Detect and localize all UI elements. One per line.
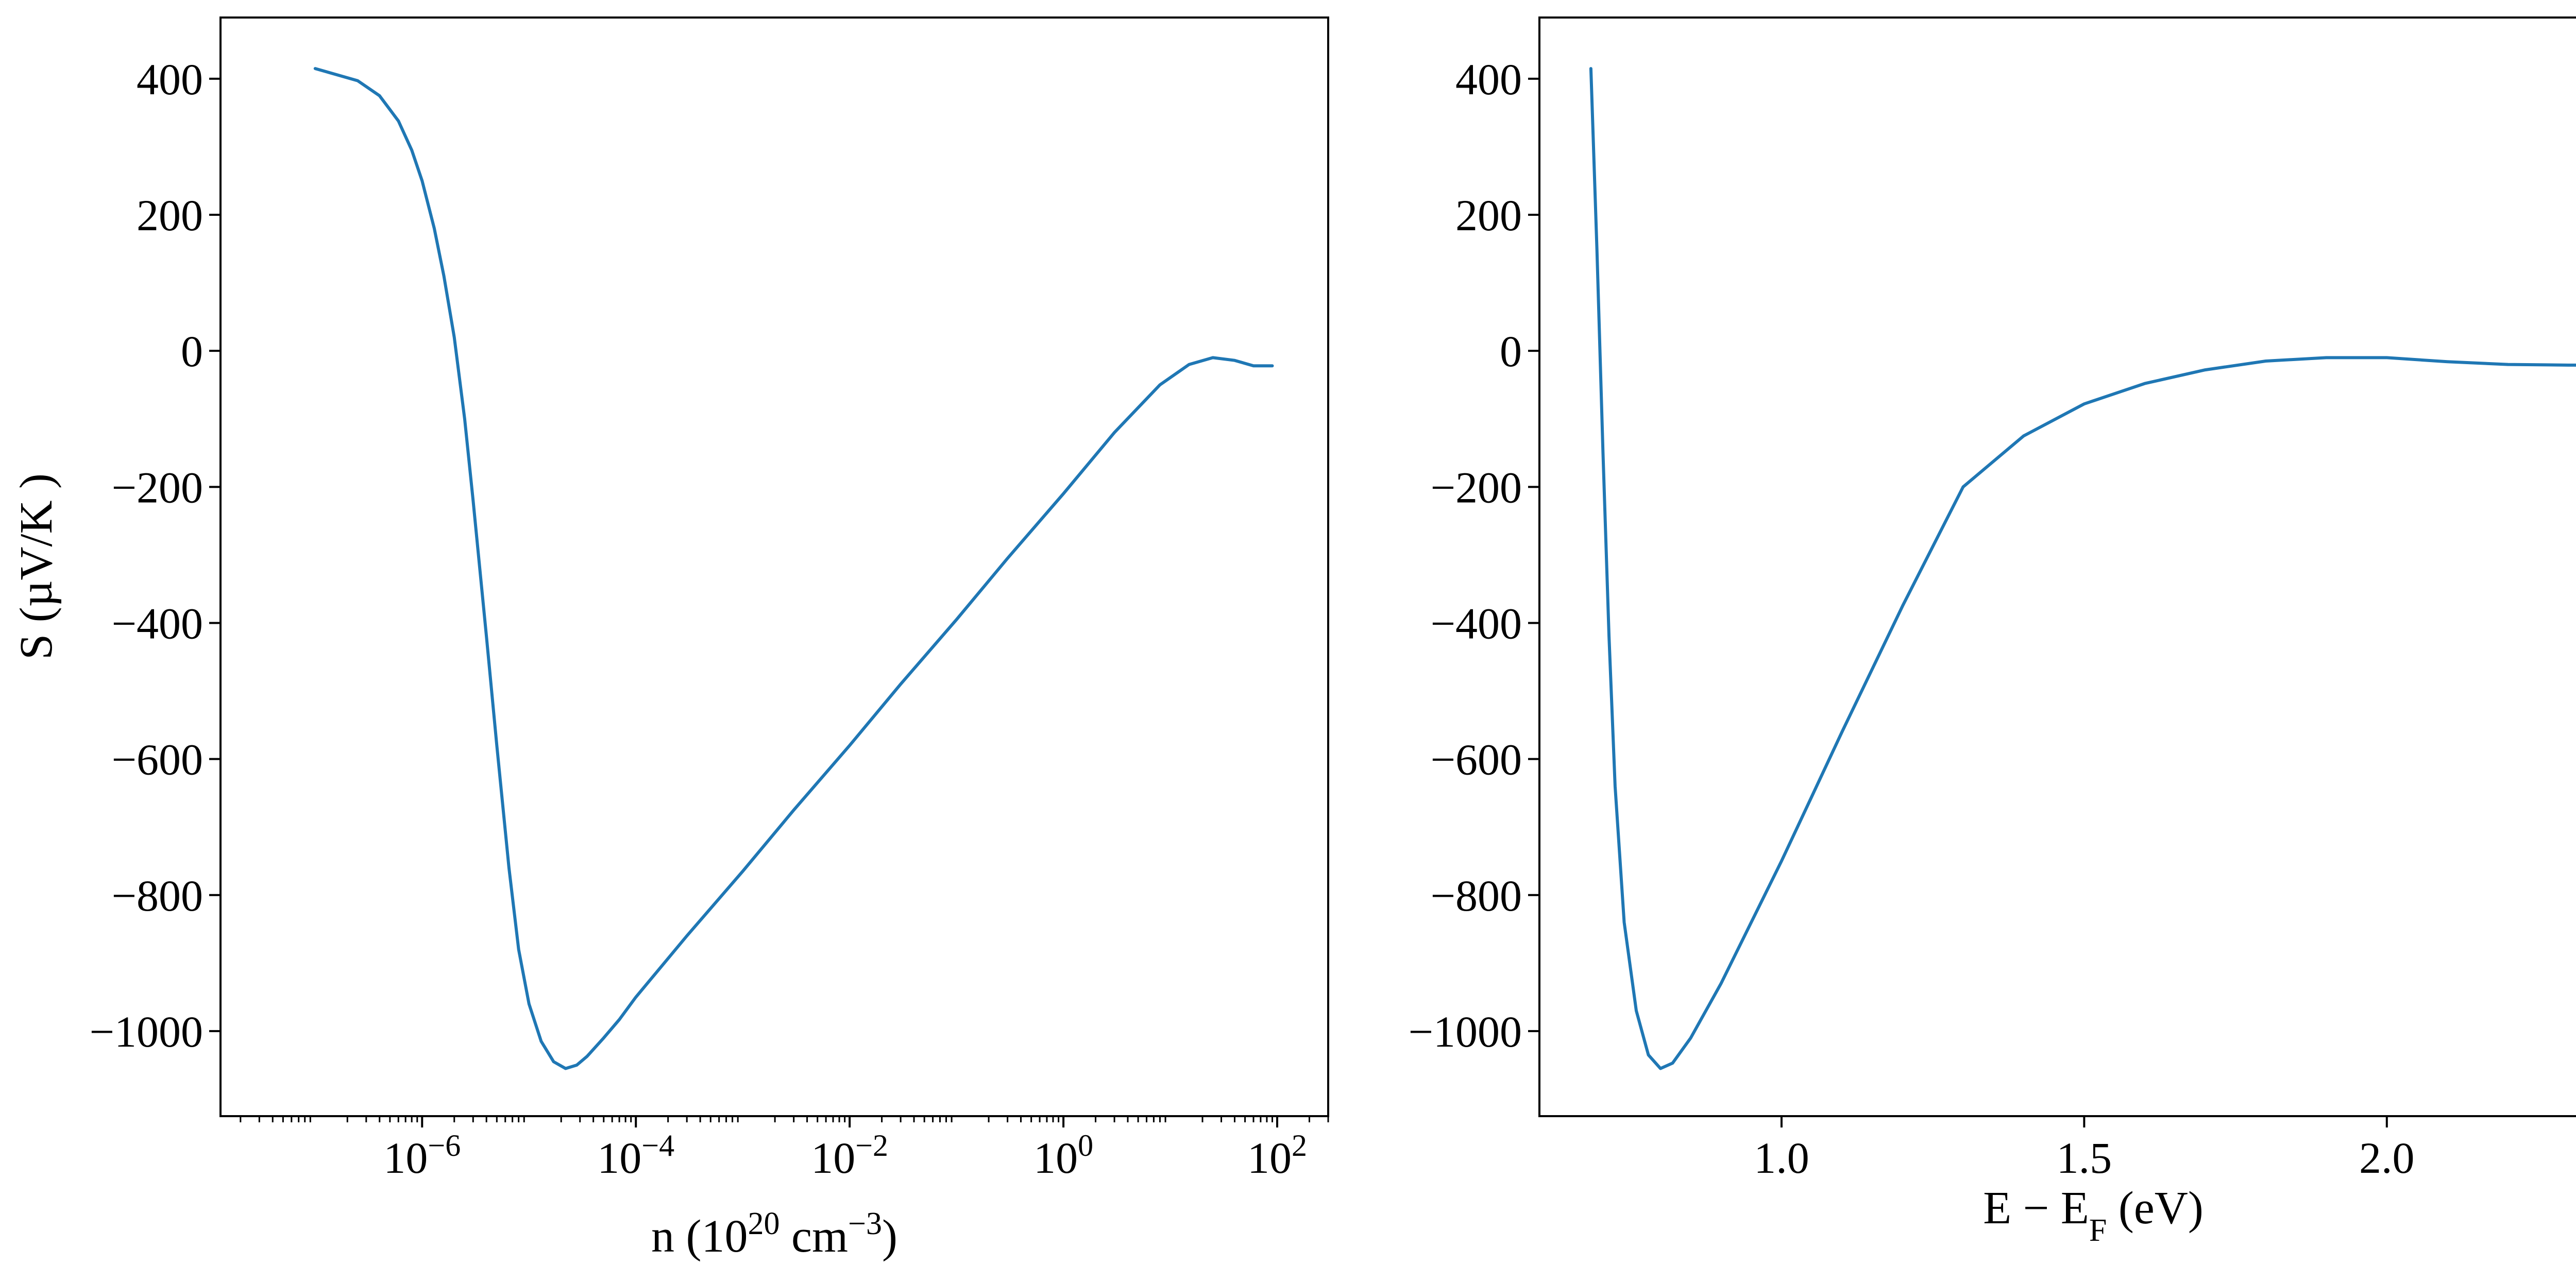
left-x-tick-label: 10−6 — [383, 1129, 461, 1183]
left-y-tick-label: −1000 — [89, 1007, 203, 1056]
left-y-tick-label: −200 — [111, 463, 203, 512]
right-y-tick-label: 200 — [1455, 191, 1522, 240]
right-x-axis-label: E − EF (eV) — [1983, 1183, 2204, 1248]
right-y-tick-label: 400 — [1455, 55, 1522, 104]
right-y-tick-label: −400 — [1430, 599, 1522, 648]
right-y-tick-label: −200 — [1430, 463, 1522, 512]
right-plot-area — [1538, 16, 2576, 1117]
left-y-tick-label: −600 — [111, 735, 203, 784]
left-y-tick-label: 400 — [137, 55, 203, 104]
right-y-tick-label: −600 — [1430, 735, 1522, 784]
right-ticks: 400 200 0 −200 −400 −600 −800 −1000 1.0 1.5 2.0 — [1408, 55, 2414, 1183]
left-panel: 400 200 0 −200 −400 −600 −800 −1000 10−6 10−4 10−2… — [11, 16, 1329, 1262]
left-plot-area — [219, 16, 1329, 1117]
right-y-tick-label: 0 — [1500, 327, 1522, 376]
y-axis-label: S (µV/K ) — [11, 473, 62, 660]
right-y-tick-label: −800 — [1430, 871, 1522, 920]
right-x-tick-label: 1.5 — [2057, 1133, 2112, 1183]
left-y-tick-label: 0 — [181, 327, 203, 376]
right-y-tick-label: −1000 — [1408, 1007, 1522, 1056]
left-x-tick-label: 102 — [1247, 1129, 1307, 1183]
left-series-line — [313, 67, 1274, 1070]
right-x-tick-label: 2.0 — [2359, 1133, 2415, 1183]
left-ticks: 400 200 0 −200 −400 −600 −800 −1000 10−6 10−4 10−2… — [89, 55, 1329, 1183]
left-x-tick-label: 10−4 — [597, 1129, 674, 1183]
left-x-axis-label: n (1020 cm−3) — [651, 1206, 897, 1262]
left-x-tick-label: 10−2 — [811, 1129, 888, 1183]
left-y-tick-label: 200 — [137, 191, 203, 240]
right-panel: 400 200 0 −200 −400 −600 −800 −1000 1.0 1.5 2.0 E … — [1408, 16, 2576, 1248]
left-y-tick-label: −800 — [111, 871, 203, 920]
left-y-tick-label: −400 — [111, 599, 203, 648]
right-series-line — [1589, 67, 2576, 1070]
right-x-tick-label: 1.0 — [1754, 1133, 1809, 1183]
left-x-tick-label: 100 — [1033, 1129, 1093, 1183]
